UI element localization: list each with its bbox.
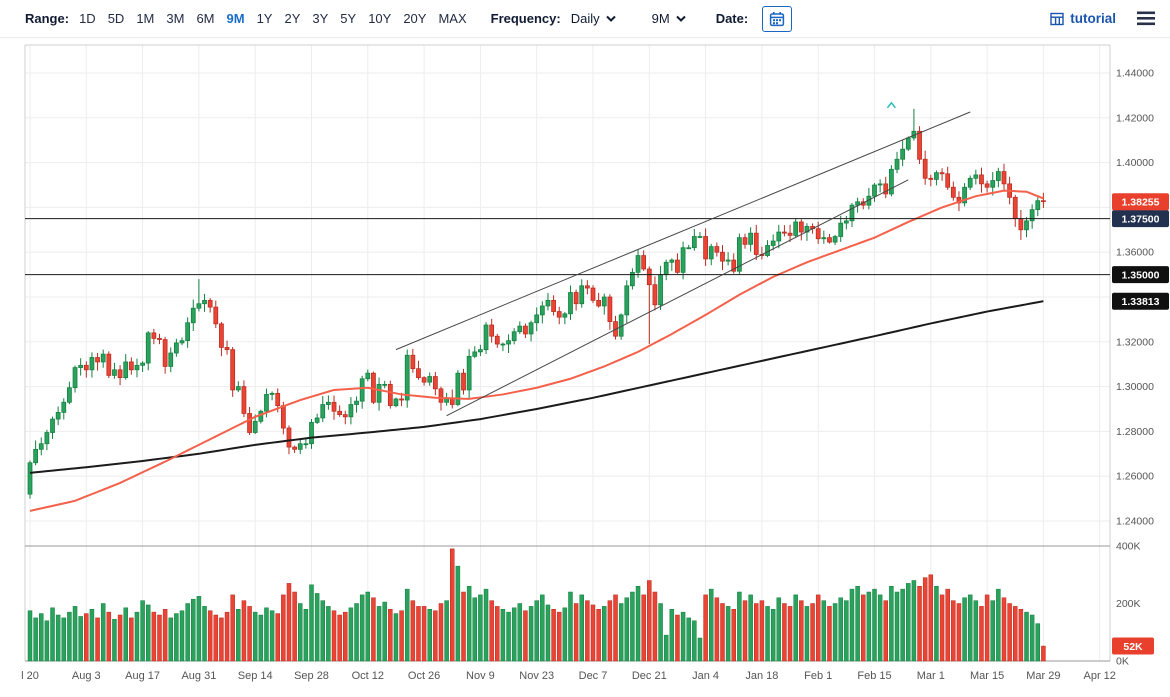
chevron-down-icon: [605, 15, 616, 22]
frequency-dropdown[interactable]: Daily: [571, 11, 616, 26]
volume-series[interactable]: [27, 548, 1046, 662]
frequency-value: Daily: [570, 11, 600, 26]
svg-text:Mar 29: Mar 29: [1026, 670, 1060, 682]
frequency-label: Frequency:: [490, 11, 561, 26]
date-axis-labels: l 20 Aug 3 Aug 17 Aug 31 Sep 14 Sep 28 Oct 12 O…: [21, 670, 1116, 682]
svg-text:1.33813: 1.33813: [1122, 296, 1160, 308]
svg-text:1.40000: 1.40000: [1116, 157, 1154, 169]
range-option-5D[interactable]: 5D: [107, 11, 125, 26]
price-badge: 1.38255: [1112, 193, 1169, 211]
svg-text:52K: 52K: [1123, 641, 1143, 653]
svg-text:l 20: l 20: [21, 670, 39, 682]
toolbar: Range: 1D 5D 1M 3M 6M 9M 1Y 2Y 3Y 5Y 10Y 20Y MAX Fre…: [0, 0, 1170, 38]
svg-text:1.44000: 1.44000: [1116, 68, 1154, 80]
annotation-marker[interactable]: [886, 101, 896, 109]
svg-text:1.37500: 1.37500: [1122, 213, 1160, 225]
range-option-MAX[interactable]: MAX: [438, 11, 467, 26]
svg-text:1.42000: 1.42000: [1116, 112, 1154, 124]
hamburger-icon: [1137, 11, 1155, 26]
range-option-1Y[interactable]: 1Y: [256, 11, 273, 26]
svg-text:Sep 28: Sep 28: [294, 670, 329, 682]
chart-frame: [24, 44, 1111, 662]
svg-text:Dec 7: Dec 7: [579, 670, 608, 682]
candlestick-series[interactable]: [27, 108, 1046, 499]
period-value: 9M: [651, 11, 670, 26]
volume-badge: 52K: [1112, 637, 1154, 655]
svg-text:1.35000: 1.35000: [1122, 269, 1160, 281]
svg-text:Mar 15: Mar 15: [970, 670, 1004, 682]
date-label: Date:: [715, 11, 749, 26]
chevron-down-icon: [675, 15, 686, 22]
range-option-1M[interactable]: 1M: [136, 11, 155, 26]
price-chart-canvas[interactable]: 1.440001.420001.400001.380001.360001.340…: [0, 38, 1170, 697]
range-option-6M[interactable]: 6M: [196, 11, 215, 26]
volume-axis-labels: 400K 200K 0K: [1116, 541, 1141, 668]
range-options: 1D 5D 1M 3M 6M 9M 1Y 2Y 3Y 5Y 10Y 20Y MAX: [79, 11, 479, 26]
trendline[interactable]: [446, 179, 909, 417]
ma-long-line[interactable]: [29, 300, 1044, 474]
grid-icon: [1050, 12, 1064, 26]
svg-text:200K: 200K: [1116, 598, 1141, 610]
svg-text:Apr 12: Apr 12: [1083, 670, 1115, 682]
svg-text:Oct 12: Oct 12: [352, 670, 384, 682]
svg-text:Oct 26: Oct 26: [408, 670, 440, 682]
svg-text:Aug 31: Aug 31: [181, 670, 216, 682]
price-badge: 1.35000: [1112, 266, 1169, 284]
range-option-20Y[interactable]: 20Y: [403, 11, 427, 26]
range-label: Range:: [25, 11, 70, 26]
svg-text:Feb 1: Feb 1: [804, 670, 832, 682]
date-picker-button[interactable]: [762, 5, 793, 32]
tutorial-label: tutorial: [1070, 11, 1116, 26]
range-option-3M[interactable]: 3M: [166, 11, 185, 26]
svg-text:Jan 18: Jan 18: [745, 670, 778, 682]
svg-text:Dec 21: Dec 21: [632, 670, 667, 682]
trendline[interactable]: [395, 111, 971, 351]
price-badge: 1.37500: [1112, 210, 1169, 228]
menu-button[interactable]: [1134, 8, 1158, 29]
svg-text:Jan 4: Jan 4: [692, 670, 719, 682]
svg-text:Aug 3: Aug 3: [72, 670, 101, 682]
svg-text:Mar 1: Mar 1: [917, 670, 945, 682]
svg-text:1.36000: 1.36000: [1116, 247, 1154, 259]
svg-text:1.28000: 1.28000: [1116, 426, 1154, 438]
range-option-1D[interactable]: 1D: [79, 11, 96, 26]
range-option-5Y[interactable]: 5Y: [340, 11, 357, 26]
svg-text:Feb 15: Feb 15: [857, 670, 891, 682]
ma-short-line[interactable]: [29, 189, 1044, 512]
period-dropdown[interactable]: 9M: [652, 11, 686, 26]
svg-text:Aug 17: Aug 17: [125, 670, 160, 682]
svg-text:Nov 23: Nov 23: [519, 670, 554, 682]
range-option-9M[interactable]: 9M: [226, 11, 245, 26]
svg-text:1.26000: 1.26000: [1116, 471, 1154, 483]
gridlines: [25, 45, 1110, 661]
range-option-2Y[interactable]: 2Y: [284, 11, 301, 26]
svg-text:1.24000: 1.24000: [1116, 516, 1154, 528]
svg-text:0K: 0K: [1116, 656, 1129, 668]
svg-text:1.32000: 1.32000: [1116, 336, 1154, 348]
svg-text:Sep 14: Sep 14: [238, 670, 273, 682]
range-option-3Y[interactable]: 3Y: [312, 11, 329, 26]
price-badge: 1.33813: [1112, 292, 1169, 310]
svg-text:400K: 400K: [1116, 541, 1141, 553]
svg-text:1.38255: 1.38255: [1122, 196, 1160, 208]
range-option-10Y[interactable]: 10Y: [368, 11, 392, 26]
svg-text:1.30000: 1.30000: [1116, 381, 1154, 393]
calendar-icon: [769, 11, 785, 27]
tutorial-link[interactable]: tutorial: [1050, 11, 1116, 26]
svg-text:Nov 9: Nov 9: [466, 670, 495, 682]
